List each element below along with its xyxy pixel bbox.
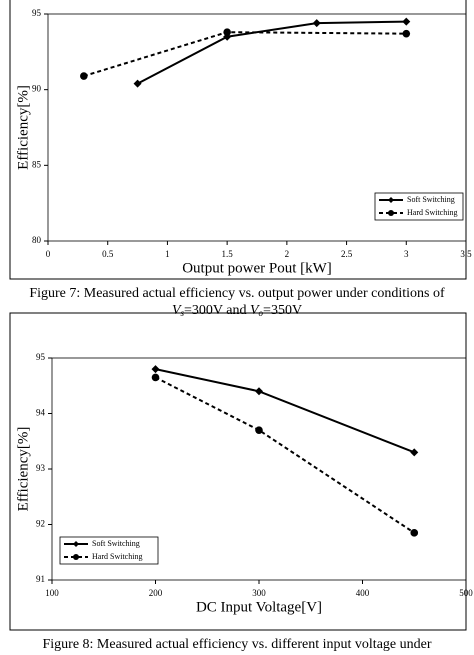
plot-area: [47, 13, 467, 242]
x-tick-label: 2.5: [341, 249, 353, 259]
caption: Vs=300V and Vo=350V: [172, 303, 302, 318]
y-tick-label: 95: [36, 352, 46, 362]
marker: [255, 387, 263, 396]
figure-frame: [9, 0, 467, 280]
legend-marker: [388, 197, 394, 203]
x-tick-label: 0: [46, 249, 51, 259]
x-tick-label: 1.5: [222, 249, 234, 259]
caption-part: V: [250, 303, 260, 318]
x-tick-label: 2: [285, 249, 290, 259]
y-tick-label: 95: [32, 8, 42, 18]
x-tick-label: 200: [149, 588, 163, 598]
legend: [374, 192, 464, 221]
legend-label: Hard Switching: [92, 552, 142, 561]
series-line: [83, 31, 407, 78]
x-tick-label: 0.5: [102, 249, 114, 259]
marker: [402, 17, 411, 26]
caption-part: s: [181, 308, 185, 318]
legend-label: Hard Switching: [407, 208, 457, 217]
series-line: [137, 20, 407, 85]
series-line: [155, 368, 415, 454]
y-tick-label: 93: [36, 463, 46, 473]
y-tick-label: 94: [36, 408, 46, 418]
y-tick-label: 90: [32, 84, 42, 94]
caption-part: =300V and: [184, 303, 250, 318]
caption-part: o: [259, 308, 264, 318]
x-tick-label: 300: [252, 588, 266, 598]
legend-marker: [73, 554, 79, 560]
caption-part: =350V: [263, 303, 302, 318]
legend-marker: [73, 541, 79, 547]
x-tick-label: 3: [404, 249, 409, 259]
x-tick-label: 3.5: [460, 249, 472, 259]
x-axis-label: Output power Pout [kW]: [182, 260, 332, 276]
x-tick-label: 100: [45, 588, 59, 598]
y-tick-label: 80: [32, 235, 42, 245]
series-line: [155, 376, 415, 534]
marker: [133, 79, 142, 88]
legend-label: Soft Switching: [407, 195, 455, 204]
marker: [410, 529, 419, 537]
marker: [312, 19, 321, 28]
y-tick-label: 92: [36, 519, 45, 529]
x-tick-label: 500: [459, 588, 473, 598]
marker: [255, 426, 263, 434]
marker: [410, 448, 419, 457]
y-axis-label: Efficiency[%]: [15, 427, 31, 512]
caption: Figure 7: Measured actual efficiency vs.…: [29, 286, 445, 301]
y-tick-label: 85: [32, 159, 42, 169]
x-axis-label: DC Input Voltage[V]: [196, 599, 322, 615]
marker: [151, 365, 160, 374]
legend-marker: [388, 210, 394, 216]
marker: [402, 29, 411, 38]
marker: [80, 72, 88, 80]
caption: Figure 8: Measured actual efficiency vs.…: [42, 637, 431, 652]
figure-frame: [9, 312, 467, 631]
caption-part: V: [172, 303, 182, 318]
y-axis-label: Efficiency[%]: [15, 85, 31, 170]
x-tick-label: 400: [356, 588, 370, 598]
x-tick-label: 1: [165, 249, 170, 259]
y-tick-label: 91: [36, 574, 45, 584]
legend-label: Soft Switching: [92, 539, 140, 548]
marker: [151, 373, 160, 382]
marker: [223, 28, 231, 36]
